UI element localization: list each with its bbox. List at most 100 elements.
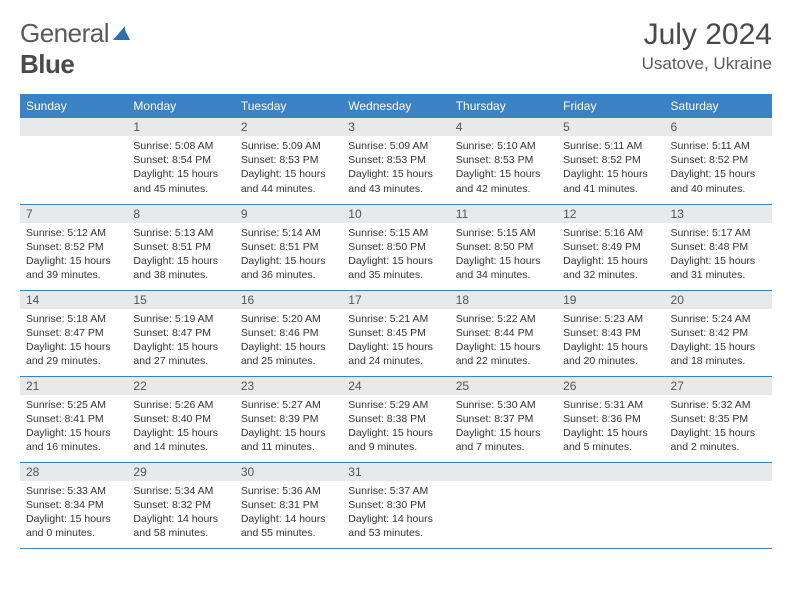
day-line: Sunset: 8:44 PM <box>456 326 551 340</box>
day-line: Sunrise: 5:19 AM <box>133 312 228 326</box>
day-line: Sunset: 8:45 PM <box>348 326 443 340</box>
day-line: Daylight: 15 hours and 34 minutes. <box>456 254 551 282</box>
day-number: 25 <box>450 377 557 395</box>
day-data: Sunrise: 5:10 AMSunset: 8:53 PMDaylight:… <box>450 136 557 200</box>
day-cell <box>557 462 664 548</box>
day-line: Sunrise: 5:31 AM <box>563 398 658 412</box>
day-line: Sunrise: 5:13 AM <box>133 226 228 240</box>
dayname-sun: Sunday <box>20 94 127 118</box>
day-number: 28 <box>20 463 127 481</box>
day-line: Sunrise: 5:09 AM <box>348 139 443 153</box>
day-cell: 21Sunrise: 5:25 AMSunset: 8:41 PMDayligh… <box>20 376 127 462</box>
day-cell <box>450 462 557 548</box>
header: General Blue July 2024 Usatove, Ukraine <box>20 18 772 80</box>
day-line: Sunset: 8:47 PM <box>26 326 121 340</box>
day-line: Sunrise: 5:25 AM <box>26 398 121 412</box>
day-line: Sunrise: 5:34 AM <box>133 484 228 498</box>
day-line: Sunset: 8:50 PM <box>456 240 551 254</box>
day-data: Sunrise: 5:29 AMSunset: 8:38 PMDaylight:… <box>342 395 449 459</box>
week-row: 14Sunrise: 5:18 AMSunset: 8:47 PMDayligh… <box>20 290 772 376</box>
day-cell: 5Sunrise: 5:11 AMSunset: 8:52 PMDaylight… <box>557 118 664 204</box>
day-line: Daylight: 15 hours and 9 minutes. <box>348 426 443 454</box>
day-line: Sunset: 8:39 PM <box>241 412 336 426</box>
day-cell <box>20 118 127 204</box>
day-line: Sunrise: 5:21 AM <box>348 312 443 326</box>
day-line: Daylight: 15 hours and 18 minutes. <box>671 340 766 368</box>
day-line: Sunrise: 5:14 AM <box>241 226 336 240</box>
day-number: 11 <box>450 205 557 223</box>
day-cell: 29Sunrise: 5:34 AMSunset: 8:32 PMDayligh… <box>127 462 234 548</box>
day-data: Sunrise: 5:19 AMSunset: 8:47 PMDaylight:… <box>127 309 234 373</box>
day-line: Sunset: 8:42 PM <box>671 326 766 340</box>
day-number: 18 <box>450 291 557 309</box>
dayname-fri: Friday <box>557 94 664 118</box>
day-line: Sunrise: 5:15 AM <box>456 226 551 240</box>
day-line: Sunset: 8:30 PM <box>348 498 443 512</box>
dayname-thu: Thursday <box>450 94 557 118</box>
day-data: Sunrise: 5:13 AMSunset: 8:51 PMDaylight:… <box>127 223 234 287</box>
day-number: 3 <box>342 118 449 136</box>
day-number: 30 <box>235 463 342 481</box>
day-line: Sunset: 8:37 PM <box>456 412 551 426</box>
day-line: Sunrise: 5:16 AM <box>563 226 658 240</box>
day-cell: 22Sunrise: 5:26 AMSunset: 8:40 PMDayligh… <box>127 376 234 462</box>
title-block: July 2024 Usatove, Ukraine <box>642 18 772 74</box>
day-number: 21 <box>20 377 127 395</box>
day-line: Sunset: 8:49 PM <box>563 240 658 254</box>
day-line: Sunset: 8:50 PM <box>348 240 443 254</box>
day-cell: 13Sunrise: 5:17 AMSunset: 8:48 PMDayligh… <box>665 204 772 290</box>
day-number: 6 <box>665 118 772 136</box>
calendar-body: 1Sunrise: 5:08 AMSunset: 8:54 PMDaylight… <box>20 118 772 548</box>
day-data: Sunrise: 5:34 AMSunset: 8:32 PMDaylight:… <box>127 481 234 545</box>
day-cell: 11 Sunrise: 5:15 AMSunset: 8:50 PMDayligh… <box>450 204 557 290</box>
day-data: Sunrise: 5:32 AMSunset: 8:35 PMDaylight:… <box>665 395 772 459</box>
day-line: Sunrise: 5:15 AM <box>348 226 443 240</box>
day-line: Sunset: 8:53 PM <box>456 153 551 167</box>
day-line: Sunset: 8:53 PM <box>348 153 443 167</box>
day-line: Sunrise: 5:09 AM <box>241 139 336 153</box>
day-data: Sunrise: 5:21 AMSunset: 8:45 PMDaylight:… <box>342 309 449 373</box>
day-line: Daylight: 15 hours and 42 minutes. <box>456 167 551 195</box>
day-line: Sunrise: 5:37 AM <box>348 484 443 498</box>
day-number: 2 <box>235 118 342 136</box>
day-header-row: Sunday Monday Tuesday Wednesday Thursday… <box>20 94 772 118</box>
day-line: Sunset: 8:47 PM <box>133 326 228 340</box>
day-number: 8 <box>127 205 234 223</box>
day-cell: 19Sunrise: 5:23 AMSunset: 8:43 PMDayligh… <box>557 290 664 376</box>
logo-text: General Blue <box>20 18 131 80</box>
day-line: Daylight: 14 hours and 58 minutes. <box>133 512 228 540</box>
day-data: Sunrise: 5:08 AMSunset: 8:54 PMDaylight:… <box>127 136 234 200</box>
day-line: Daylight: 15 hours and 45 minutes. <box>133 167 228 195</box>
day-line: Sunset: 8:40 PM <box>133 412 228 426</box>
day-number: 9 <box>235 205 342 223</box>
calendar-table: Sunday Monday Tuesday Wednesday Thursday… <box>20 94 772 549</box>
day-line: Sunset: 8:48 PM <box>671 240 766 254</box>
day-line: Sunset: 8:53 PM <box>241 153 336 167</box>
day-cell: 23Sunrise: 5:27 AMSunset: 8:39 PMDayligh… <box>235 376 342 462</box>
day-cell: 6Sunrise: 5:11 AMSunset: 8:52 PMDaylight… <box>665 118 772 204</box>
day-line: Daylight: 15 hours and 41 minutes. <box>563 167 658 195</box>
day-line: Daylight: 15 hours and 24 minutes. <box>348 340 443 368</box>
day-line: Sunrise: 5:11 AM <box>563 139 658 153</box>
dayname-sat: Saturday <box>665 94 772 118</box>
day-line: Sunset: 8:35 PM <box>671 412 766 426</box>
day-line: Sunrise: 5:12 AM <box>26 226 121 240</box>
day-line: Daylight: 15 hours and 35 minutes. <box>348 254 443 282</box>
day-cell: 18Sunrise: 5:22 AMSunset: 8:44 PMDayligh… <box>450 290 557 376</box>
day-cell: 20Sunrise: 5:24 AMSunset: 8:42 PMDayligh… <box>665 290 772 376</box>
day-number: 31 <box>342 463 449 481</box>
day-line: Daylight: 15 hours and 36 minutes. <box>241 254 336 282</box>
day-data: Sunrise: 5:17 AMSunset: 8:48 PMDaylight:… <box>665 223 772 287</box>
day-line: Sunrise: 5:26 AM <box>133 398 228 412</box>
day-data: Sunrise: 5:12 AMSunset: 8:52 PMDaylight:… <box>20 223 127 287</box>
day-line: Daylight: 15 hours and 39 minutes. <box>26 254 121 282</box>
week-row: 1Sunrise: 5:08 AMSunset: 8:54 PMDaylight… <box>20 118 772 204</box>
day-number: 13 <box>665 205 772 223</box>
day-line: Daylight: 15 hours and 31 minutes. <box>671 254 766 282</box>
day-data: Sunrise: 5:23 AMSunset: 8:43 PMDaylight:… <box>557 309 664 373</box>
day-number: 15 <box>127 291 234 309</box>
day-line: Sunrise: 5:29 AM <box>348 398 443 412</box>
day-line: Sunrise: 5:33 AM <box>26 484 121 498</box>
day-cell: 27Sunrise: 5:32 AMSunset: 8:35 PMDayligh… <box>665 376 772 462</box>
day-line: Daylight: 14 hours and 55 minutes. <box>241 512 336 540</box>
